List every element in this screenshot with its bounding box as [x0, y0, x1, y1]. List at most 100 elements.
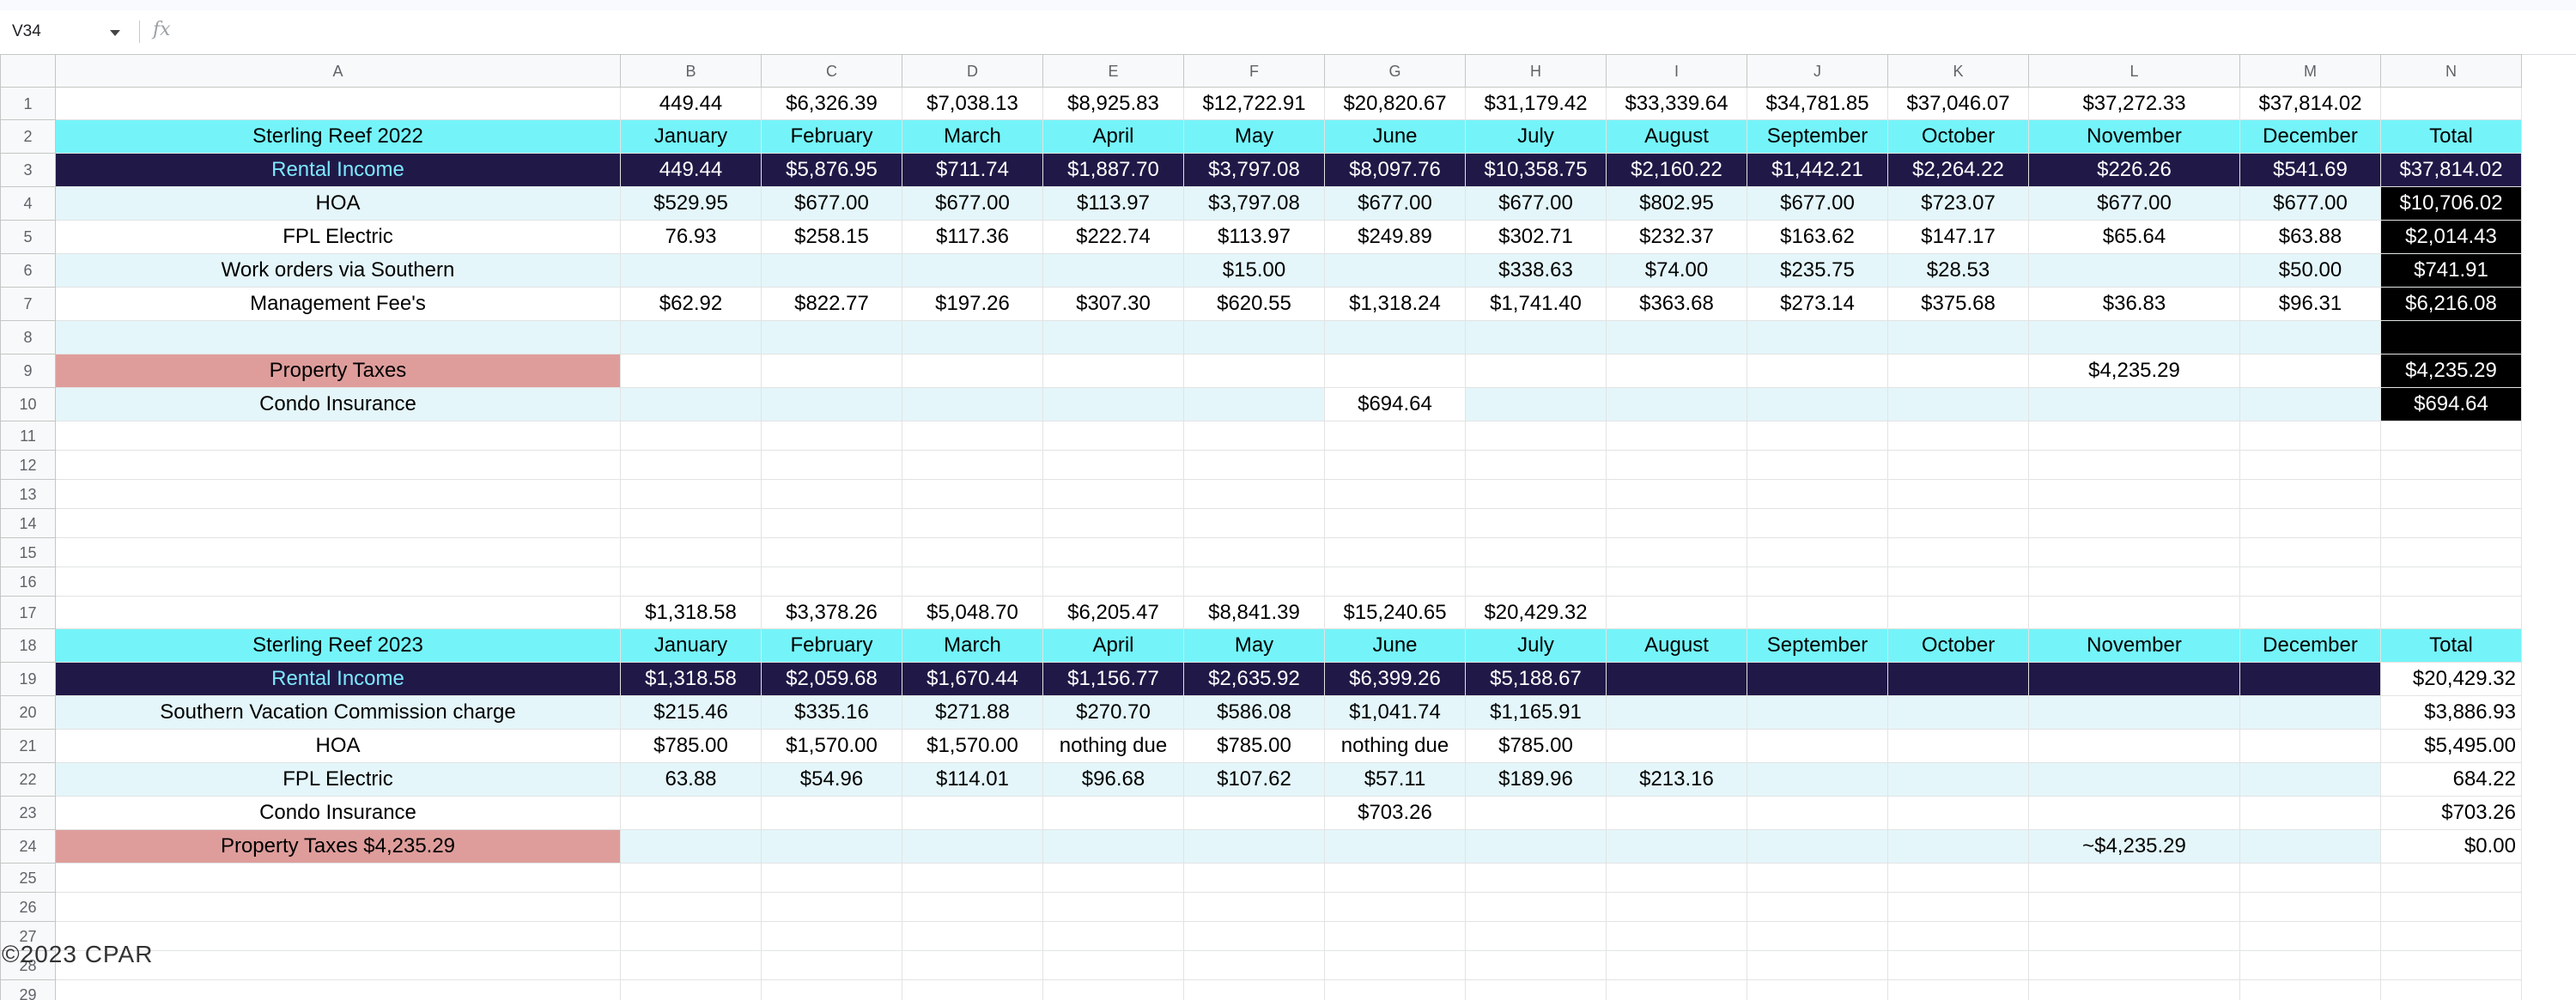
cell-d24[interactable]	[902, 829, 1043, 864]
cell-l24[interactable]: ~$4,235.29	[2028, 829, 2240, 864]
cell-c27[interactable]	[761, 921, 902, 951]
cell-f16[interactable]	[1183, 567, 1325, 597]
cell-f26[interactable]	[1183, 892, 1325, 922]
cell-a28[interactable]	[55, 950, 621, 980]
cell-k8[interactable]	[1887, 320, 2029, 355]
cell-j9[interactable]	[1747, 354, 1888, 388]
cell-n14[interactable]	[2380, 508, 2522, 538]
cell-i23[interactable]	[1606, 796, 1747, 830]
cell-d15[interactable]	[902, 537, 1043, 567]
cell-f29[interactable]	[1183, 979, 1325, 1000]
cell-g15[interactable]	[1324, 537, 1466, 567]
cell-c12[interactable]	[761, 450, 902, 480]
cell-j4[interactable]: $677.00	[1747, 186, 1888, 221]
cell-k16[interactable]	[1887, 567, 2029, 597]
cell-g11[interactable]	[1324, 421, 1466, 451]
cell-n1[interactable]	[2380, 87, 2522, 120]
cell-f24[interactable]	[1183, 829, 1325, 864]
cell-j6[interactable]: $235.75	[1747, 253, 1888, 288]
cell-m12[interactable]	[2239, 450, 2381, 480]
cell-j21[interactable]	[1747, 729, 1888, 763]
cell-d11[interactable]	[902, 421, 1043, 451]
cell-k25[interactable]	[1887, 863, 2029, 893]
cell-a17[interactable]	[55, 596, 621, 629]
cell-k3[interactable]: $2,264.22	[1887, 153, 2029, 187]
cell-m15[interactable]	[2239, 537, 2381, 567]
cell-l10[interactable]	[2028, 387, 2240, 421]
cell-e10[interactable]	[1042, 387, 1184, 421]
cell-l11[interactable]	[2028, 421, 2240, 451]
cell-b5[interactable]: 76.93	[620, 220, 762, 254]
row-header[interactable]: 9	[0, 354, 56, 388]
cell-n10[interactable]: $694.64	[2380, 387, 2522, 421]
cell-n19[interactable]: $20,429.32	[2380, 662, 2522, 696]
cell-e5[interactable]: $222.74	[1042, 220, 1184, 254]
row-header[interactable]: 10	[0, 387, 56, 421]
row-header[interactable]: 22	[0, 762, 56, 797]
cell-j12[interactable]	[1747, 450, 1888, 480]
cell-m20[interactable]	[2239, 695, 2381, 730]
cell-m1[interactable]: $37,814.02	[2239, 87, 2381, 120]
cell-l21[interactable]	[2028, 729, 2240, 763]
cell-d6[interactable]	[902, 253, 1043, 288]
row-header[interactable]: 29	[0, 979, 56, 1000]
cell-k11[interactable]	[1887, 421, 2029, 451]
cell-c15[interactable]	[761, 537, 902, 567]
cell-i25[interactable]	[1606, 863, 1747, 893]
cell-a8[interactable]	[55, 320, 621, 355]
cell-j15[interactable]	[1747, 537, 1888, 567]
cell-d17[interactable]: $5,048.70	[902, 596, 1043, 629]
cell-j24[interactable]	[1747, 829, 1888, 864]
row-header[interactable]: 12	[0, 450, 56, 480]
cell-d9[interactable]	[902, 354, 1043, 388]
cell-g21[interactable]: nothing due	[1324, 729, 1466, 763]
cell-m6[interactable]: $50.00	[2239, 253, 2381, 288]
cell-f20[interactable]: $586.08	[1183, 695, 1325, 730]
cell-m7[interactable]: $96.31	[2239, 287, 2381, 321]
cell-j3[interactable]: $1,442.21	[1747, 153, 1888, 187]
cell-k20[interactable]	[1887, 695, 2029, 730]
cell-e15[interactable]	[1042, 537, 1184, 567]
cell-k21[interactable]	[1887, 729, 2029, 763]
cell-a18[interactable]: Sterling Reef 2023	[55, 628, 621, 663]
cell-b22[interactable]: 63.88	[620, 762, 762, 797]
cell-b11[interactable]	[620, 421, 762, 451]
cell-k24[interactable]	[1887, 829, 2029, 864]
cell-f11[interactable]	[1183, 421, 1325, 451]
cell-d13[interactable]	[902, 479, 1043, 509]
name-box[interactable]: V34	[0, 19, 131, 45]
row-header[interactable]: 19	[0, 662, 56, 696]
cell-l26[interactable]	[2028, 892, 2240, 922]
cell-c5[interactable]: $258.15	[761, 220, 902, 254]
cell-m11[interactable]	[2239, 421, 2381, 451]
cell-e12[interactable]	[1042, 450, 1184, 480]
cell-h9[interactable]	[1465, 354, 1607, 388]
cell-l16[interactable]	[2028, 567, 2240, 597]
cell-j8[interactable]	[1747, 320, 1888, 355]
cell-a27[interactable]	[55, 921, 621, 951]
row-header[interactable]: 2	[0, 119, 56, 154]
cell-n7[interactable]: $6,216.08	[2380, 287, 2522, 321]
row-header[interactable]: 13	[0, 479, 56, 509]
column-header-g[interactable]: G	[1324, 54, 1466, 88]
cell-c1[interactable]: $6,326.39	[761, 87, 902, 120]
cell-c13[interactable]	[761, 479, 902, 509]
cell-d5[interactable]: $117.36	[902, 220, 1043, 254]
cell-f15[interactable]	[1183, 537, 1325, 567]
row-header[interactable]: 25	[0, 863, 56, 893]
cell-j29[interactable]	[1747, 979, 1888, 1000]
cell-j28[interactable]	[1747, 950, 1888, 980]
row-header[interactable]: 5	[0, 220, 56, 254]
cell-f1[interactable]: $12,722.91	[1183, 87, 1325, 120]
cell-f6[interactable]: $15.00	[1183, 253, 1325, 288]
column-header-f[interactable]: F	[1183, 54, 1325, 88]
cell-h17[interactable]: $20,429.32	[1465, 596, 1607, 629]
row-header[interactable]: 6	[0, 253, 56, 288]
cell-b12[interactable]	[620, 450, 762, 480]
cell-b2[interactable]: January	[620, 119, 762, 154]
cell-i9[interactable]	[1606, 354, 1747, 388]
cell-f3[interactable]: $3,797.08	[1183, 153, 1325, 187]
cell-b21[interactable]: $785.00	[620, 729, 762, 763]
cell-a19[interactable]: Rental Income	[55, 662, 621, 696]
cell-l19[interactable]	[2028, 662, 2240, 696]
